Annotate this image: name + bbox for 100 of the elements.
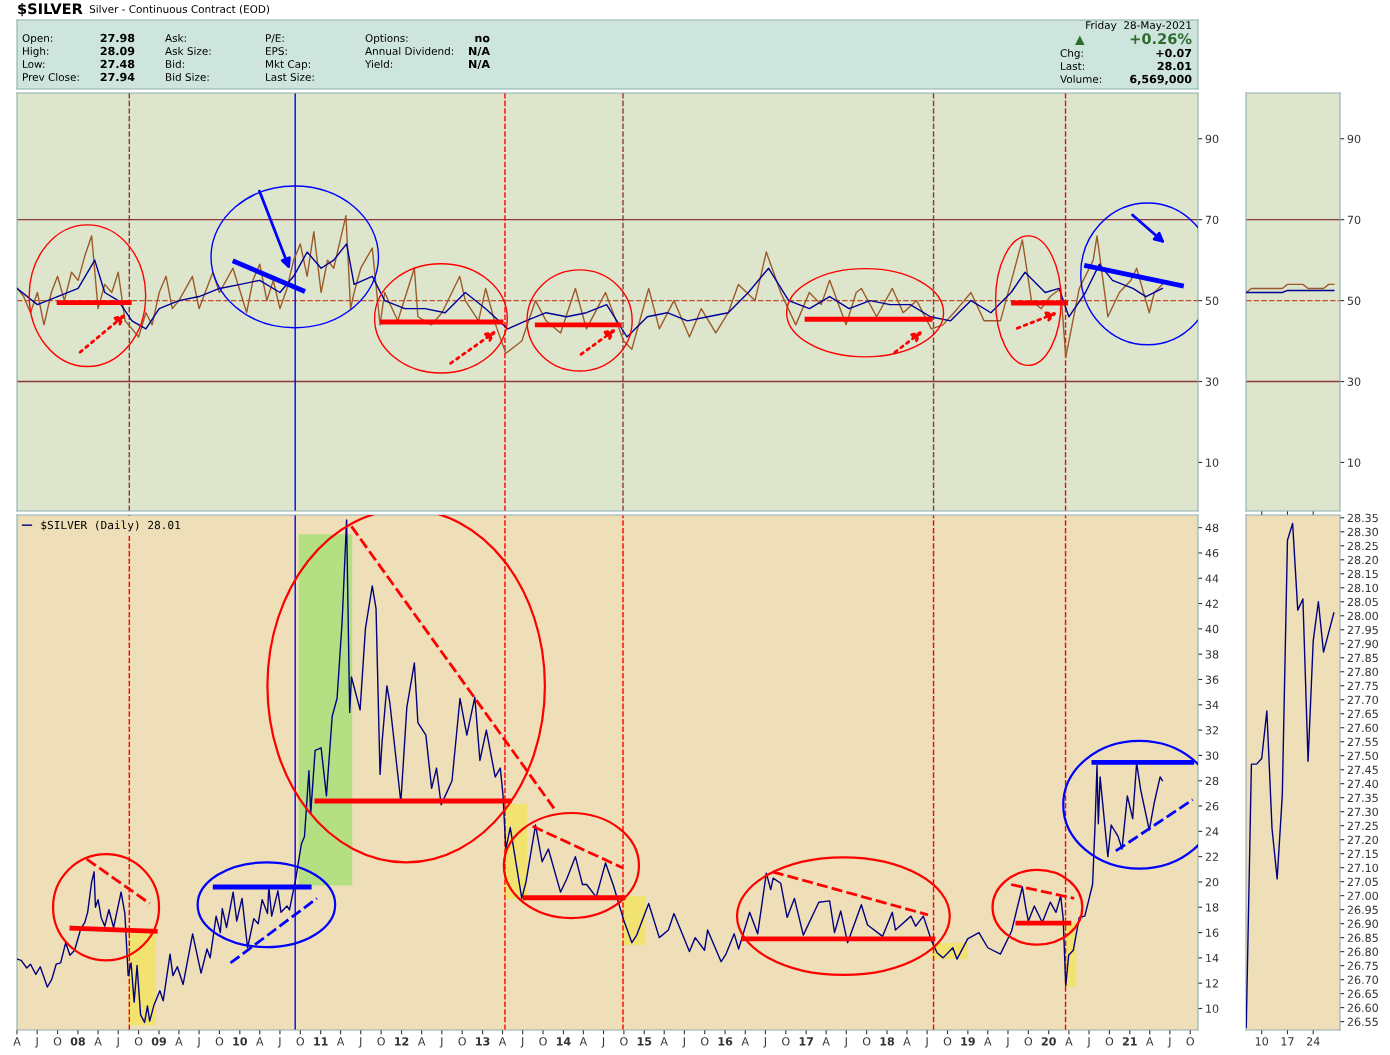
y-tick-label: 30 xyxy=(1205,751,1219,760)
text: Bid Size: xyxy=(166,72,209,82)
x-tick-label: A xyxy=(1146,1037,1154,1046)
y-tick-label: 32 xyxy=(1205,726,1218,735)
text: Chg: xyxy=(1060,48,1083,60)
x-tick-label: 16 xyxy=(718,1037,733,1046)
y-tick-label: 26.55 xyxy=(1347,1017,1378,1026)
y-tick-label: 28.20 xyxy=(1347,555,1379,565)
y-tick-label: 27.75 xyxy=(1347,681,1378,691)
x-tick-label: O xyxy=(1024,1037,1033,1046)
x-tick-label: O xyxy=(620,1037,628,1046)
text: Ask: xyxy=(165,33,186,43)
text: 27.48 xyxy=(100,59,135,69)
y-tick-label: 30 xyxy=(1347,377,1361,386)
x-tick-label: 10 xyxy=(233,1037,248,1046)
y-tick-label: 27.30 xyxy=(1347,807,1379,817)
text: N/A xyxy=(469,59,490,70)
x-tick-label: 13 xyxy=(476,1037,490,1046)
x-tick-label: 11 xyxy=(314,1037,328,1046)
text: Yield: xyxy=(364,59,393,69)
y-tick-label: 27.00 xyxy=(1347,891,1379,901)
y-tick-label: 26.80 xyxy=(1347,947,1379,957)
y-tick-label: 27.95 xyxy=(1347,625,1378,635)
y-tick-label: 10 xyxy=(1206,1004,1219,1013)
y-tick-label: 22 xyxy=(1205,852,1218,861)
x-tick-label: 17 xyxy=(1281,1037,1294,1046)
x-tick-label: J xyxy=(439,1037,443,1048)
text: Low: xyxy=(23,60,45,69)
text: 6,569,000 xyxy=(1130,74,1192,85)
x-tick-label: A xyxy=(417,1037,426,1046)
text: EPS: xyxy=(266,47,287,56)
x-tick-label: J xyxy=(34,1037,38,1048)
x-tick-label: A xyxy=(498,1037,507,1046)
y-tick-label: 70 xyxy=(1205,215,1219,225)
y-tick-label: 50 xyxy=(1205,296,1219,305)
x-tick-label: O xyxy=(215,1037,224,1046)
y-tick-label: 26 xyxy=(1205,802,1219,811)
y-tick-label: 44 xyxy=(1205,574,1219,583)
text: Prev Close: xyxy=(23,72,79,82)
y-tick-label: 28.35 xyxy=(1347,513,1378,523)
y-tick-label: 26.60 xyxy=(1347,1003,1379,1012)
y-tick-label: 36 xyxy=(1205,675,1219,684)
x-tick-label: O xyxy=(377,1037,385,1046)
y-tick-label: 20 xyxy=(1205,877,1219,887)
y-tick-label: 16 xyxy=(1206,928,1219,937)
text: 28.01 xyxy=(1157,61,1192,71)
y-tick-label: 24 xyxy=(1205,827,1219,836)
text: 27.94 xyxy=(100,72,135,82)
x-tick-label: A xyxy=(741,1037,749,1046)
y-tick-label: 27.70 xyxy=(1347,695,1379,705)
y-tick-label: 27.20 xyxy=(1347,835,1379,845)
y-tick-label: 26.85 xyxy=(1347,933,1378,943)
x-tick-label: O xyxy=(862,1037,871,1046)
y-tick-label: 28 xyxy=(1205,776,1219,786)
x-tick-label: O xyxy=(134,1037,143,1046)
text: Silver - Continuous Contract (EOD) xyxy=(89,4,270,15)
y-tick-label: 90 xyxy=(1205,134,1219,144)
x-tick-label: J xyxy=(1086,1037,1090,1048)
y-tick-label: 90 xyxy=(1347,134,1361,144)
x-tick-label: O xyxy=(53,1037,62,1046)
x-tick-label: J xyxy=(601,1037,605,1048)
x-tick-label: O xyxy=(700,1037,709,1046)
x-tick-label: J xyxy=(1167,1037,1171,1048)
text: no xyxy=(475,35,490,43)
x-tick-label: 17 xyxy=(799,1037,814,1046)
x-tick-label: J xyxy=(1005,1037,1009,1048)
y-tick-label: 18 xyxy=(1206,903,1219,912)
x-tick-label: O xyxy=(458,1037,466,1046)
y-tick-label: 40 xyxy=(1205,624,1219,634)
y-tick-label: 26.95 xyxy=(1347,905,1378,915)
y-tick-label: 27.45 xyxy=(1347,765,1378,775)
y-tick-label: 28.00 xyxy=(1347,611,1379,621)
x-tick-label: A xyxy=(660,1037,668,1046)
x-tick-label: A xyxy=(822,1037,830,1046)
x-tick-label: A xyxy=(903,1037,911,1046)
y-tick-label: 34 xyxy=(1205,700,1219,710)
text: Mkt Cap: xyxy=(266,59,310,71)
text: Annual Dividend: xyxy=(365,46,454,56)
text: 27.98 xyxy=(100,33,135,43)
x-tick-label: A xyxy=(336,1037,345,1046)
y-tick-label: 26.65 xyxy=(1347,989,1378,998)
y-tick-label: 27.40 xyxy=(1347,779,1379,789)
y-tick-label: 28.05 xyxy=(1347,597,1378,607)
x-tick-label: A xyxy=(175,1037,183,1046)
text: Friday 28-May-2021 xyxy=(1086,20,1192,32)
x-tick-label: J xyxy=(924,1037,928,1048)
x-tick-label: J xyxy=(520,1037,524,1048)
x-tick-label: J xyxy=(682,1037,685,1048)
legend-label: $SILVER (Daily) 28.01 xyxy=(41,520,181,532)
x-tick-label: A xyxy=(1065,1037,1073,1046)
text: +0.07 xyxy=(1156,48,1192,58)
y-tick-label: 28.10 xyxy=(1347,583,1379,593)
x-tick-label: O xyxy=(296,1037,305,1046)
text: 28.09 xyxy=(100,46,135,56)
y-tick-label: 27.90 xyxy=(1347,639,1379,649)
y-tick-label: 10 xyxy=(1348,458,1361,467)
x-tick-label: A xyxy=(13,1037,21,1046)
text: Ask Size: xyxy=(165,46,211,56)
y-tick-label: 27.10 xyxy=(1347,863,1379,873)
x-tick-label: 21 xyxy=(1122,1037,1137,1046)
